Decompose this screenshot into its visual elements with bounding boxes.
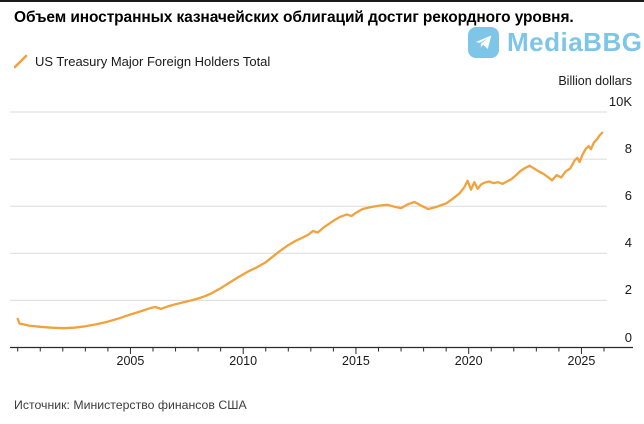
y-axis-label: 0 [624, 329, 632, 345]
y-axis-label: 10K [608, 94, 632, 109]
x-axis-label: 2010 [229, 354, 258, 368]
data-line-us-treasury-total [16, 131, 604, 330]
chart-title: Объем иностранных казначейских облигаций… [14, 9, 574, 26]
y-axis-label: 2 [624, 282, 632, 298]
x-axis-label: 2015 [342, 354, 370, 368]
x-axis-label: 2020 [454, 354, 483, 368]
x-axis-label: 2025 [567, 354, 596, 368]
telegram-paper-plane-icon [468, 27, 499, 58]
y-axis-label: 8 [624, 141, 632, 157]
top-border [0, 0, 644, 2]
y-axis-label: 6 [624, 188, 632, 204]
watermark-text: MediaBBG [507, 27, 643, 57]
legend-label: US Treasury Major Foreign Holders Total [35, 54, 271, 69]
legend: US Treasury Major Foreign Holders Total [14, 54, 270, 69]
x-axis-label: 2005 [116, 354, 145, 368]
y-axis-unit-label: Billion dollars [558, 74, 632, 88]
y-axis-label: 4 [624, 235, 632, 251]
legend-line-swatch [14, 54, 28, 69]
watermark-logo: MediaBBG [468, 27, 642, 58]
source-note: Источник: Министерство финансов США [14, 398, 247, 412]
